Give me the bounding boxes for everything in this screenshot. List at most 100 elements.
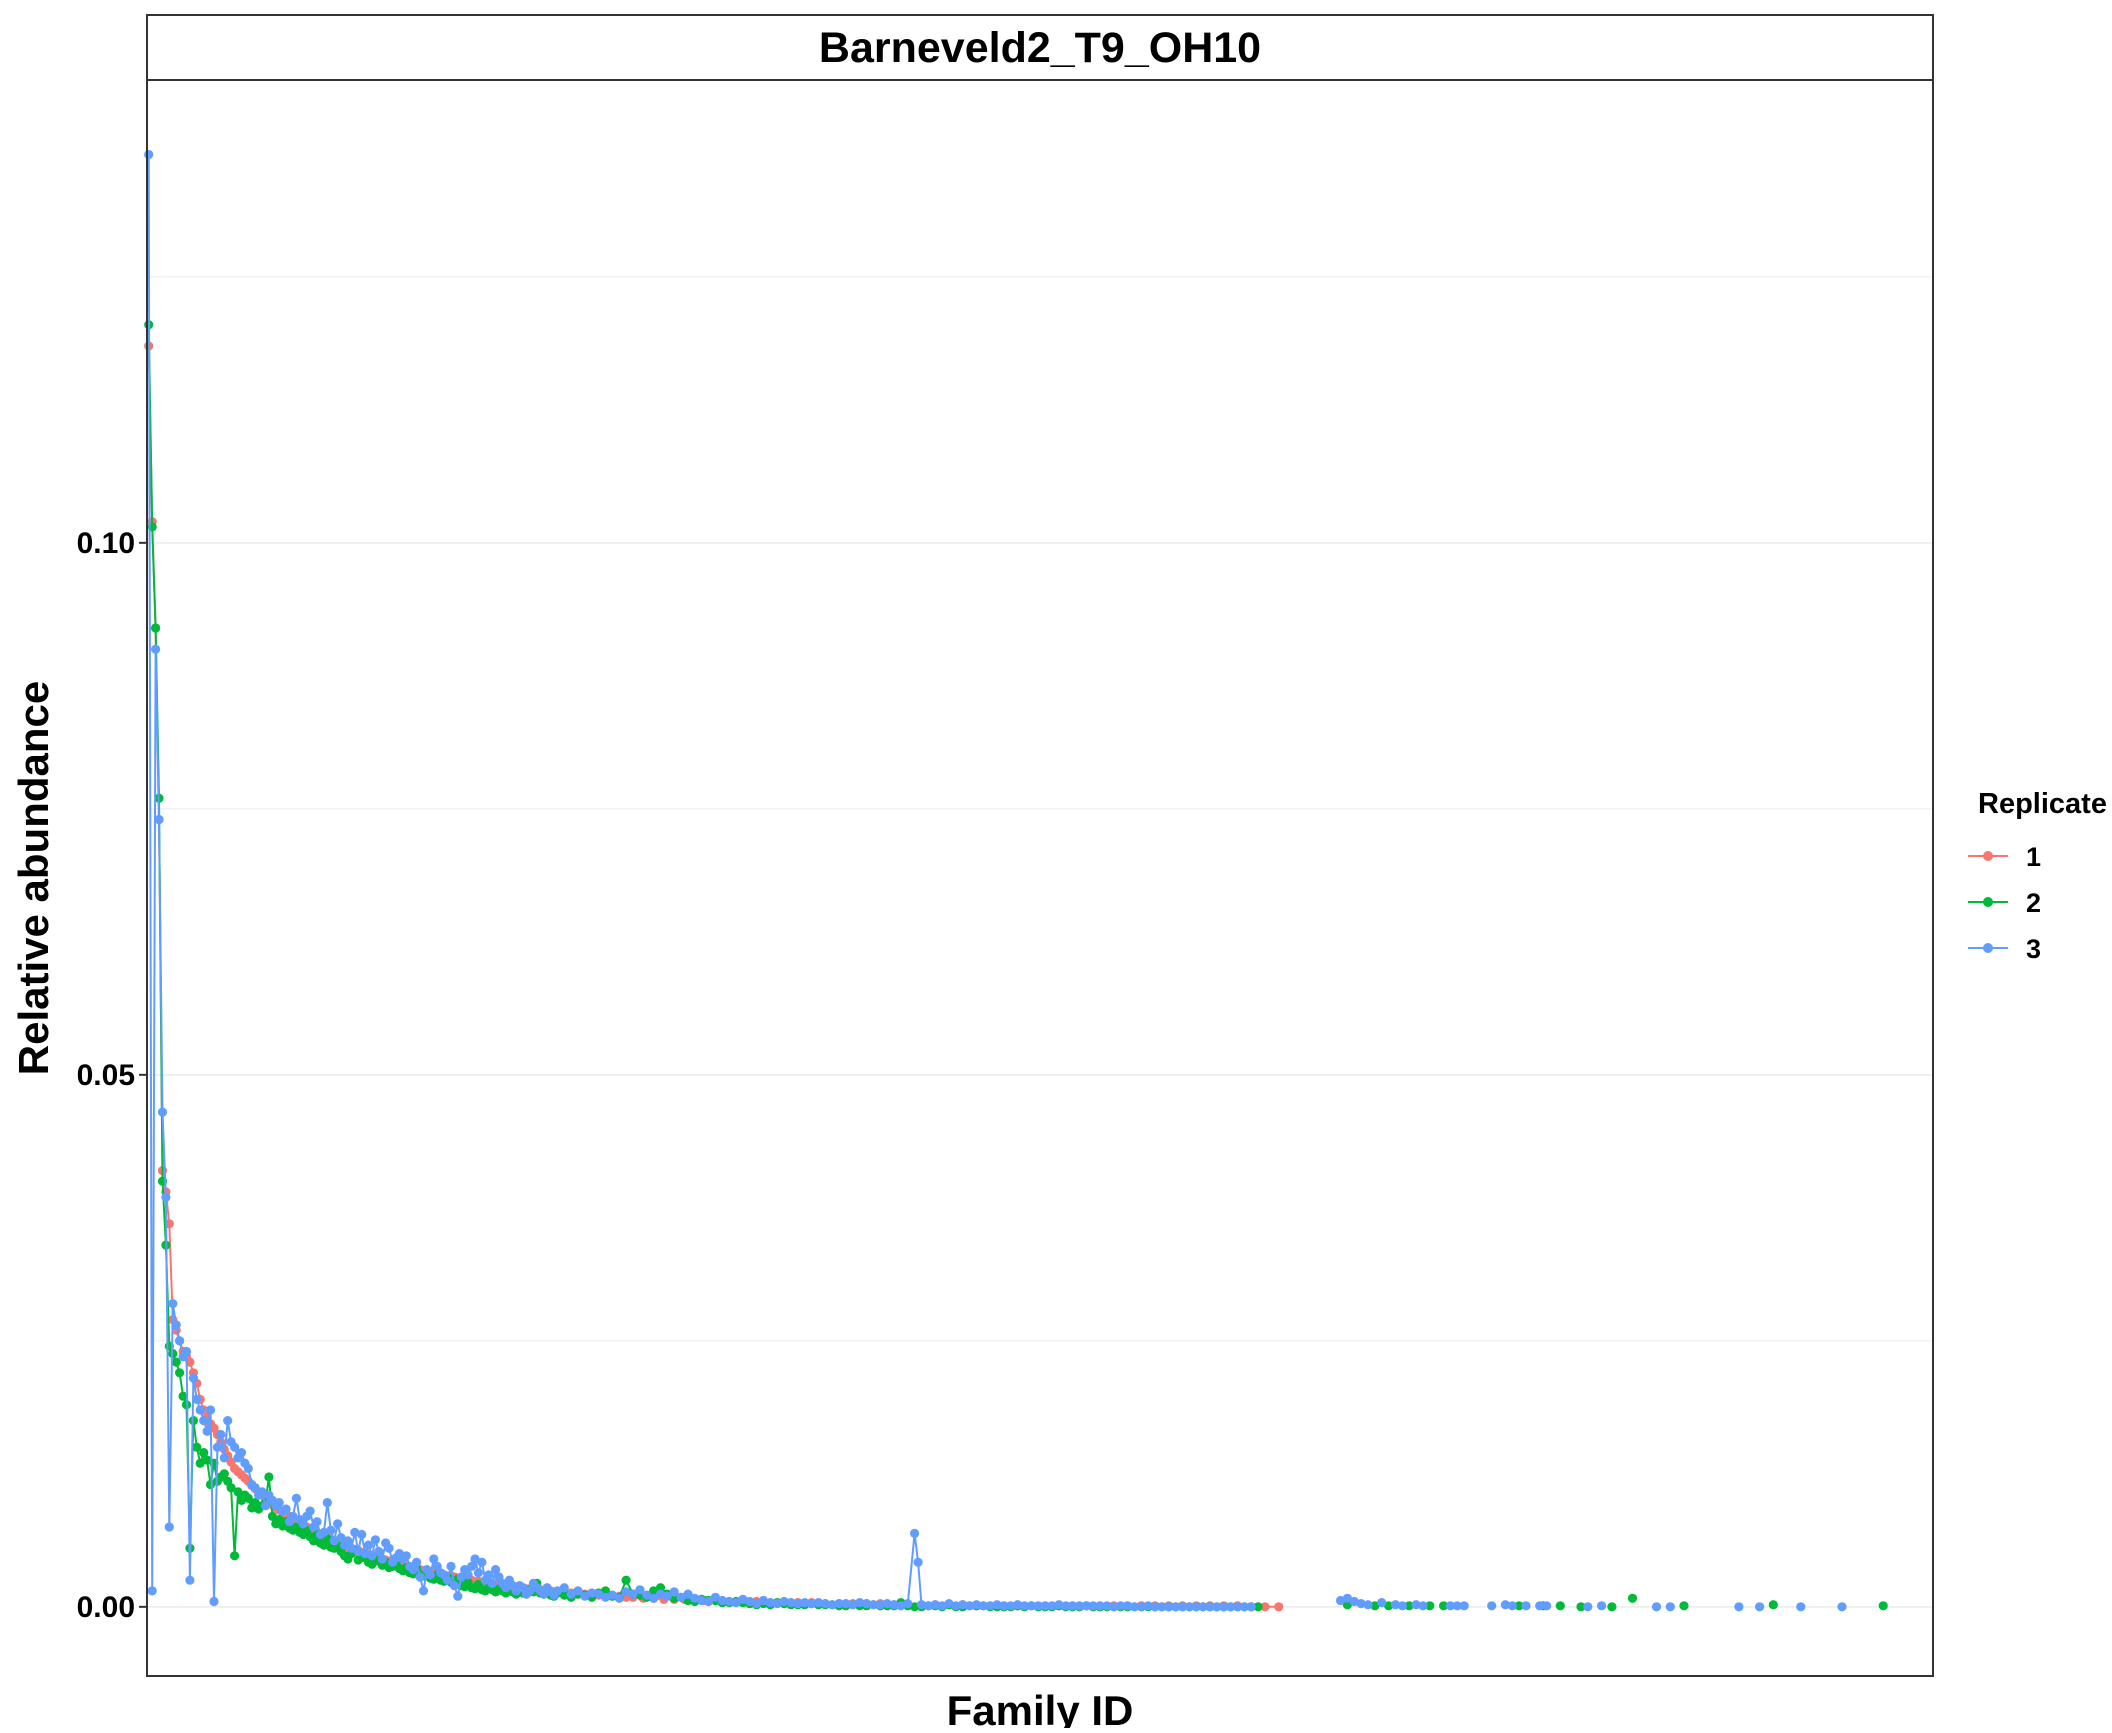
data-point <box>291 1493 301 1503</box>
data-point <box>855 1598 865 1608</box>
data-point <box>1768 1600 1778 1610</box>
data-point <box>1026 1601 1036 1611</box>
data-point <box>1061 1601 1071 1611</box>
data-point <box>1439 1601 1449 1611</box>
data-point <box>1177 1602 1188 1612</box>
data-point <box>223 1416 233 1426</box>
data-point <box>820 1599 830 1609</box>
y-tick-label: 0.10 <box>77 527 135 560</box>
data-point <box>978 1601 988 1611</box>
x-axis-title: Family ID <box>947 1687 1134 1728</box>
data-point <box>333 1519 343 1529</box>
data-point <box>1205 1602 1215 1612</box>
data-point <box>243 1463 253 1474</box>
data-point <box>171 1357 181 1367</box>
data-point <box>357 1529 367 1540</box>
data-point <box>1363 1600 1373 1610</box>
data-point <box>1384 1601 1394 1611</box>
data-point <box>1837 1602 1847 1612</box>
data-point <box>425 1570 435 1580</box>
data-point <box>971 1600 982 1610</box>
data-point <box>875 1600 885 1610</box>
data-point <box>600 1592 611 1602</box>
data-point <box>944 1599 954 1609</box>
data-point <box>1143 1601 1153 1611</box>
data-point <box>669 1593 679 1603</box>
data-point <box>449 1581 459 1591</box>
data-point <box>484 1570 494 1580</box>
data-point <box>312 1517 322 1527</box>
data-point <box>738 1594 748 1604</box>
data-point <box>1171 1602 1181 1612</box>
gridlines <box>147 276 1933 1608</box>
data-point <box>868 1600 879 1610</box>
data-point <box>889 1600 899 1610</box>
data-point <box>1878 1601 1888 1611</box>
data-point <box>305 1506 315 1516</box>
data-point <box>1356 1599 1366 1609</box>
data-point <box>1019 1601 1030 1611</box>
data-point <box>1081 1601 1091 1611</box>
data-point <box>1651 1602 1662 1612</box>
y-tick-label: 0.05 <box>77 1059 135 1092</box>
data-point <box>916 1600 927 1610</box>
y-tick-label: 0.00 <box>77 1591 135 1624</box>
data-point <box>1040 1601 1050 1611</box>
data-point <box>175 1336 185 1346</box>
data-point <box>1607 1602 1617 1612</box>
data-point <box>1054 1600 1064 1610</box>
data-point <box>779 1596 789 1607</box>
data-point <box>1219 1602 1229 1612</box>
data-point <box>951 1601 961 1611</box>
data-point <box>168 1299 178 1309</box>
data-point <box>607 1590 618 1600</box>
data-point <box>154 814 164 825</box>
data-point <box>930 1600 940 1610</box>
data-point <box>841 1599 851 1609</box>
data-point <box>786 1598 796 1608</box>
data-point <box>834 1599 844 1609</box>
data-point <box>353 1546 363 1557</box>
data-point <box>1212 1602 1222 1612</box>
data-point <box>260 1501 271 1511</box>
data-point <box>621 1587 631 1597</box>
data-point <box>862 1599 872 1609</box>
data-point <box>621 1575 631 1585</box>
data-point <box>1074 1601 1085 1611</box>
data-point <box>226 1483 236 1493</box>
data-point <box>243 1493 253 1503</box>
data-point <box>199 1416 209 1426</box>
data-point <box>827 1600 837 1610</box>
data-point <box>1425 1601 1435 1611</box>
data-point <box>1521 1601 1531 1611</box>
data-point <box>1253 1602 1263 1612</box>
data-point <box>298 1519 308 1529</box>
data-point <box>1755 1602 1765 1612</box>
data-point <box>1404 1601 1414 1611</box>
legend-key-point <box>1983 943 1993 953</box>
data-point <box>199 1448 209 1458</box>
data-point <box>1095 1601 1105 1611</box>
data-point <box>326 1525 336 1535</box>
data-point <box>573 1586 583 1596</box>
data-point <box>192 1442 202 1452</box>
data-point <box>181 1346 192 1357</box>
data-point <box>1157 1602 1167 1612</box>
data-point <box>1047 1601 1057 1611</box>
data-point <box>250 1483 260 1493</box>
panel-border <box>146 79 1934 1677</box>
chart-title: Barneveld2_T9_OH10 <box>819 24 1261 72</box>
data-point <box>958 1600 968 1610</box>
data-point <box>1418 1601 1428 1611</box>
data-point <box>1535 1601 1545 1611</box>
data-point <box>1796 1602 1806 1612</box>
data-point <box>188 1373 198 1383</box>
data-point <box>1088 1601 1098 1611</box>
data-point <box>1514 1601 1524 1611</box>
data-point <box>202 1455 212 1465</box>
data-point <box>1184 1602 1194 1612</box>
data-point <box>655 1583 666 1593</box>
data-point <box>690 1593 700 1603</box>
data-point <box>635 1585 645 1595</box>
